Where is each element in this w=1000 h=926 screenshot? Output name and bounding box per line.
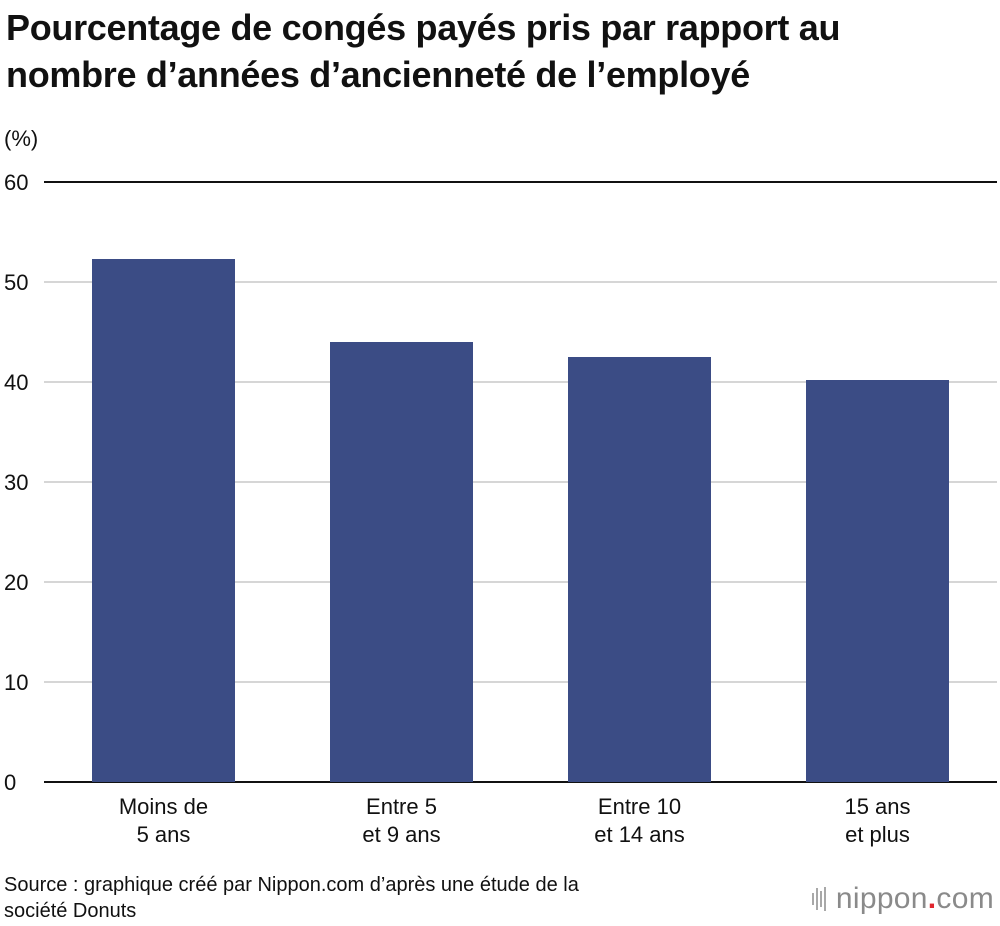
y-tick-labels: 0 10 20 30 40 50 60 <box>4 170 28 795</box>
y-tick-label: 30 <box>4 470 28 495</box>
x-tick-label: et 14 ans <box>594 822 685 847</box>
y-tick-label: 60 <box>4 170 28 195</box>
nippon-logo: nippon. com <box>811 882 994 916</box>
chart-title-line-2: nombre d’années d’ancienneté de l’employ… <box>6 54 750 95</box>
y-tick-label: 20 <box>4 570 28 595</box>
bar <box>568 357 711 782</box>
bar <box>330 342 473 782</box>
bar <box>806 380 949 782</box>
x-tick-label: 15 ans <box>844 794 910 819</box>
y-tick-label: 0 <box>4 770 16 795</box>
y-axis-unit-label: (%) <box>4 126 39 151</box>
x-tick-label: et 9 ans <box>362 822 440 847</box>
logo-name: nippon <box>835 882 928 915</box>
x-tick-label: et plus <box>845 822 910 847</box>
source-note: Source : graphique créé par Nippon.com d… <box>4 872 764 924</box>
bar <box>92 259 235 782</box>
logo-bars-icon <box>811 886 828 912</box>
chart-title-line-1: Pourcentage de congés payés pris par rap… <box>6 7 841 48</box>
y-tick-label: 10 <box>4 670 28 695</box>
x-tick-label: Moins de <box>119 794 208 819</box>
x-tick-label: Entre 10 <box>598 794 681 819</box>
y-tick-label: 40 <box>4 370 28 395</box>
chart-title: Pourcentage de congés payés pris par rap… <box>6 4 986 98</box>
x-tick-label: Entre 5 <box>366 794 437 819</box>
source-line-1: Source : graphique créé par Nippon.com d… <box>4 874 579 896</box>
logo-dot: . <box>927 882 937 915</box>
bars <box>92 259 949 782</box>
bar-chart: 0 10 20 30 40 50 60 Moins de 5 ans Entre 5 et 9 a… <box>4 170 997 847</box>
x-tick-label: 5 ans <box>137 822 191 847</box>
y-tick-label: 50 <box>4 270 28 295</box>
source-line-2: société Donuts <box>4 900 137 922</box>
logo-tld: com <box>936 882 994 915</box>
x-tick-labels: Moins de 5 ans Entre 5 et 9 ans Entre 10 et 1… <box>119 794 911 847</box>
